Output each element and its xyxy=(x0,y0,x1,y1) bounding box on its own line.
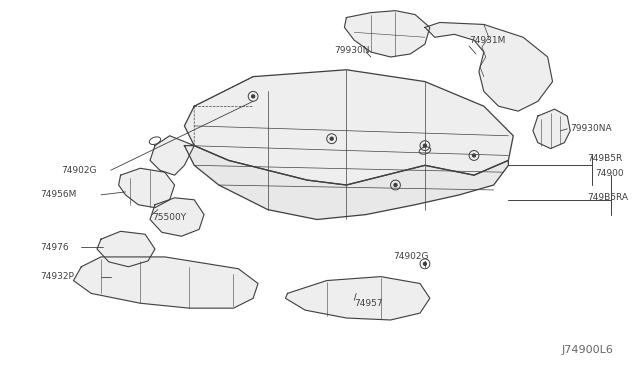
Text: 75500Y: 75500Y xyxy=(152,213,186,222)
Text: 74976: 74976 xyxy=(40,243,68,251)
Text: 74956M: 74956M xyxy=(40,190,76,199)
Circle shape xyxy=(472,154,476,157)
Text: 74902G: 74902G xyxy=(61,166,97,175)
Polygon shape xyxy=(344,11,430,57)
Circle shape xyxy=(394,183,397,186)
Polygon shape xyxy=(118,168,175,208)
Text: 74957: 74957 xyxy=(355,299,383,308)
Polygon shape xyxy=(184,145,508,219)
Polygon shape xyxy=(184,70,513,185)
Text: 79930N: 79930N xyxy=(335,45,370,55)
Polygon shape xyxy=(150,198,204,236)
Circle shape xyxy=(424,144,426,147)
Text: 749B5R: 749B5R xyxy=(587,154,622,163)
Text: 74902G: 74902G xyxy=(394,253,429,262)
Text: 79930NA: 79930NA xyxy=(570,124,612,134)
Text: 74900: 74900 xyxy=(595,169,623,178)
Polygon shape xyxy=(150,136,194,175)
Polygon shape xyxy=(425,22,552,111)
Polygon shape xyxy=(97,231,155,267)
Text: J74900L6: J74900L6 xyxy=(561,346,613,355)
Text: 74931M: 74931M xyxy=(469,36,506,45)
Text: 74932P: 74932P xyxy=(40,272,74,281)
Circle shape xyxy=(330,137,333,140)
Polygon shape xyxy=(285,277,430,320)
Text: 749B5RA: 749B5RA xyxy=(587,193,628,202)
Circle shape xyxy=(252,95,255,98)
Polygon shape xyxy=(533,109,570,148)
Circle shape xyxy=(424,262,426,265)
Polygon shape xyxy=(74,257,258,308)
